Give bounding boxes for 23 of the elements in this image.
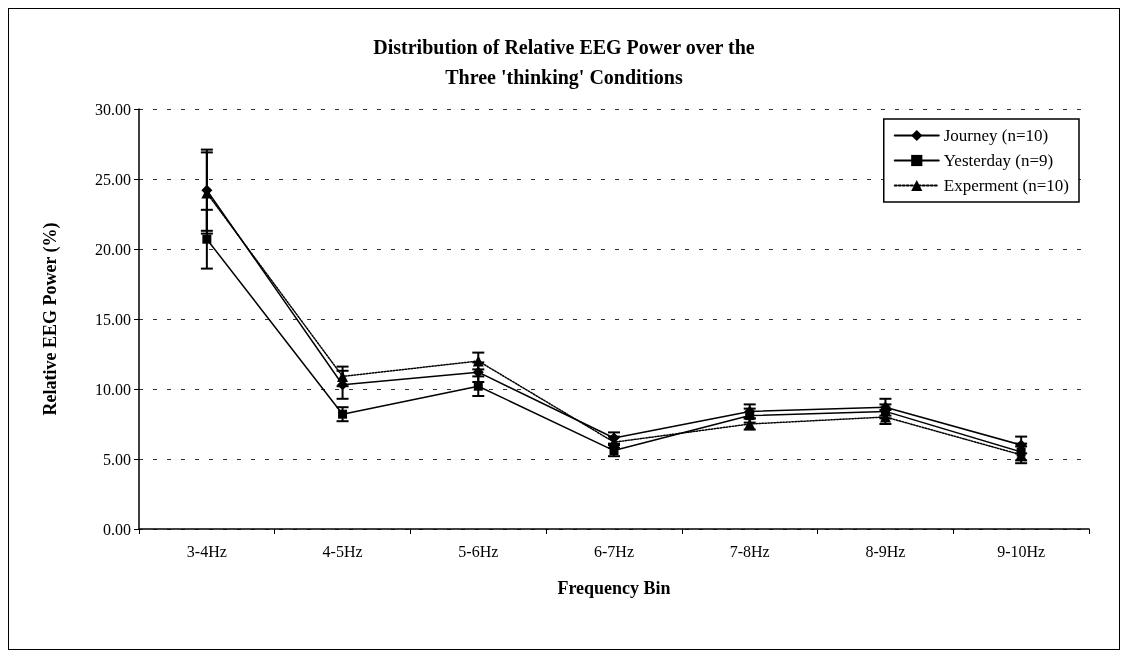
x-tick-label: 9-10Hz [997,542,1046,560]
legend-label: Experment (n=10) [943,176,1070,195]
y-tick-label: 0.00 [103,520,131,538]
x-tick-label: 7-8Hz [729,542,770,560]
x-axis-title: Frequency Bin [557,578,671,598]
x-tick-label: 4-5Hz [322,542,363,560]
y-tick-label: 5.00 [103,450,131,468]
x-tick-label: 5-6Hz [458,542,499,560]
legend-label: Yesterday (n=9) [943,151,1054,170]
point [338,409,348,419]
point [745,411,755,421]
point [472,355,484,367]
y-tick-label: 20.00 [95,240,131,258]
x-tick-label: 3-4Hz [186,542,227,560]
x-tick-label: 6-7Hz [594,542,634,560]
legend-label: Journey (n=10) [943,126,1049,145]
y-tick-label: 15.00 [95,310,131,328]
y-tick-label: 25.00 [95,170,131,188]
x-tick-label: 8-9Hz [865,542,906,560]
y-tick-label: 10.00 [95,380,131,398]
chart-title: Distribution of Relative EEG Power over the Three 'thinking' Conditions [373,36,755,89]
y-axis-title: Relative EEG Power (%) [40,222,61,416]
y-tick-label: 30.00 [95,100,131,118]
